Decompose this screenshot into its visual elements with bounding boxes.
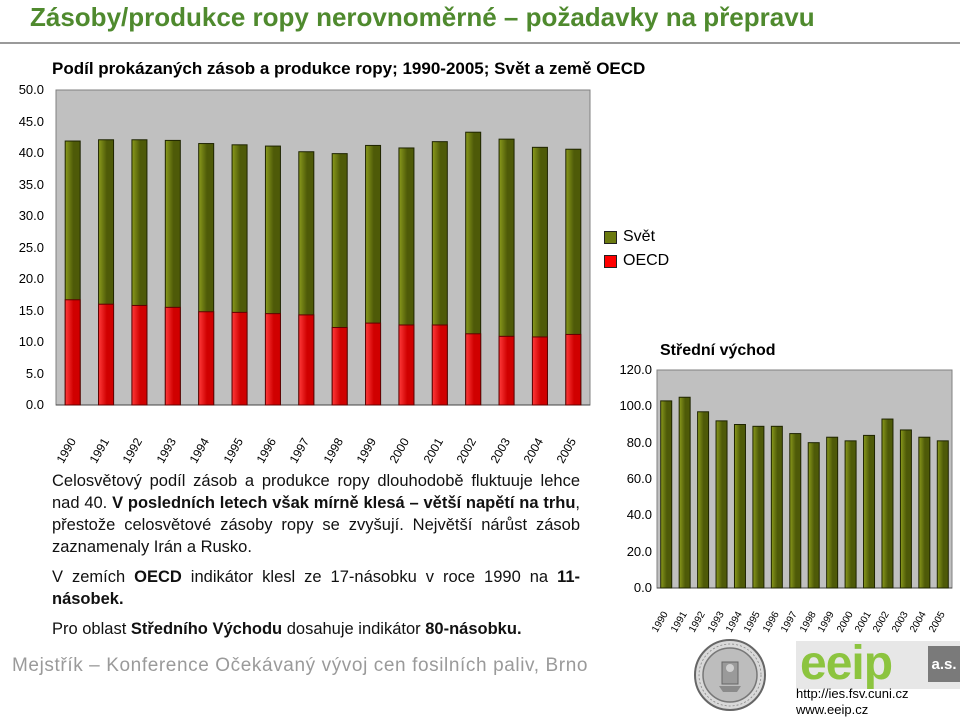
commentary-p2-text: V zemích	[52, 568, 135, 586]
middle-east-y-tick: 40.0	[626, 507, 652, 523]
commentary-paragraph-3: Pro oblast Středního Východu dosahuje in…	[52, 618, 580, 640]
legend-label-world: Svět	[623, 228, 656, 245]
middle-east-y-tick: 100.0	[619, 398, 652, 414]
middle-east-y-tick: 80.0	[626, 434, 652, 450]
main-chart-y-tick: 30.0	[18, 208, 44, 223]
bar-oecd	[565, 333, 582, 406]
bar-oecd	[198, 311, 215, 406]
commentary-p1-text: Celosvětový podíl zásob a produkce ropy …	[52, 472, 580, 512]
footer-conference-text: Mejstřík – Konference Očekávaný vývoj ce…	[12, 655, 589, 676]
bar-middle-east	[807, 442, 820, 589]
bar-oecd	[331, 327, 348, 406]
commentary-p3-bold-end: 80-násobku.	[425, 620, 522, 638]
bar-middle-east	[899, 429, 912, 589]
bar-oecd	[498, 335, 515, 406]
commentary-p1-bold: V posledních letech však mírně klesá – v…	[112, 494, 576, 512]
commentary-p1-tail: , přestože celosvětové zásoby ropy se zv…	[52, 494, 580, 556]
bar-oecd	[431, 324, 448, 406]
url-eeip[interactable]: www.eeip.cz	[796, 702, 869, 717]
bar-oecd	[131, 304, 148, 406]
bar-middle-east	[697, 411, 710, 589]
main-chart-title: Podíl prokázaných zásob a produkce ropy;…	[52, 59, 646, 78]
main-chart-y-tick: 5.0	[25, 365, 44, 381]
main-chart-y-tick: 0.0	[25, 397, 44, 412]
slide-title: Zásoby/produkce ropy nerovnoměrné – poža…	[30, 2, 815, 32]
main-chart-y-tick: 35.0	[18, 176, 44, 192]
bar-oecd	[164, 306, 181, 406]
commentary-p3-mid: dosahuje indikátor	[282, 620, 426, 638]
main-chart-y-tick: 20.0	[18, 271, 44, 286]
middle-east-y-tick: 20.0	[626, 543, 652, 559]
commentary-p2-bold: OECD	[134, 568, 182, 586]
bar-middle-east	[844, 440, 857, 589]
bar-middle-east	[752, 425, 765, 589]
bar-middle-east	[660, 400, 673, 589]
legend-swatch-world	[604, 230, 617, 244]
bar-middle-east	[770, 425, 783, 589]
main-chart-y-tick: 40.0	[18, 145, 44, 160]
bar-oecd	[465, 333, 482, 406]
bar-middle-east	[715, 420, 728, 589]
bar-middle-east	[678, 396, 691, 589]
bar-oecd	[531, 336, 548, 406]
main-chart-y-tick: 10.0	[18, 334, 44, 349]
commentary-paragraph-1: Celosvětový podíl zásob a produkce ropy …	[52, 470, 580, 558]
eeip-logo-suffix: a.s.	[928, 646, 960, 682]
bar-middle-east	[881, 418, 894, 589]
bar-oecd	[98, 303, 115, 406]
university-seal-icon	[694, 639, 766, 711]
bar-oecd	[64, 299, 81, 406]
commentary-p2-bold-end: 11-násobek.	[52, 568, 581, 608]
middle-east-y-tick: 0.0	[633, 580, 652, 595]
legend-swatch-oecd	[604, 254, 617, 268]
bar-middle-east	[789, 433, 802, 589]
bar-middle-east	[733, 424, 746, 589]
commentary-p2-mid: indikátor klesl ze 17-násobku v roce 199…	[181, 568, 558, 586]
bar-oecd	[298, 314, 315, 406]
middle-east-chart-title: Střední východ	[660, 342, 776, 359]
main-chart-y-tick: 50.0	[18, 82, 44, 97]
bar-oecd	[231, 311, 248, 406]
title-divider	[0, 42, 960, 44]
commentary-text: Celosvětový podíl zásob a produkce ropy …	[52, 470, 580, 648]
commentary-paragraph-2: V zemích OECD indikátor klesl ze 17-náso…	[52, 566, 580, 610]
middle-east-y-tick: 60.0	[626, 471, 652, 486]
url-ies[interactable]: http://ies.fsv.cuni.cz	[796, 686, 909, 701]
commentary-p3-text: Pro oblast	[52, 620, 131, 638]
bar-oecd	[365, 322, 382, 406]
commentary-p3-bold: Středního Východu	[130, 620, 283, 638]
legend-label-oecd: OECD	[623, 252, 670, 269]
legend-entry-oecd: OECD	[604, 252, 669, 270]
bar-oecd	[264, 313, 281, 406]
bar-middle-east	[826, 436, 839, 589]
eeip-logo: eeip	[800, 637, 893, 690]
main-chart-y-tick: 45.0	[18, 113, 44, 129]
middle-east-y-tick: 120.0	[619, 362, 652, 377]
bar-middle-east	[936, 440, 949, 589]
bar-middle-east	[918, 436, 931, 589]
main-chart-y-tick: 25.0	[18, 239, 44, 255]
bar-middle-east	[863, 434, 876, 589]
bar-oecd	[398, 324, 415, 406]
legend-entry-world: Svět	[604, 228, 655, 246]
main-chart-y-tick: 15.0	[18, 302, 44, 318]
